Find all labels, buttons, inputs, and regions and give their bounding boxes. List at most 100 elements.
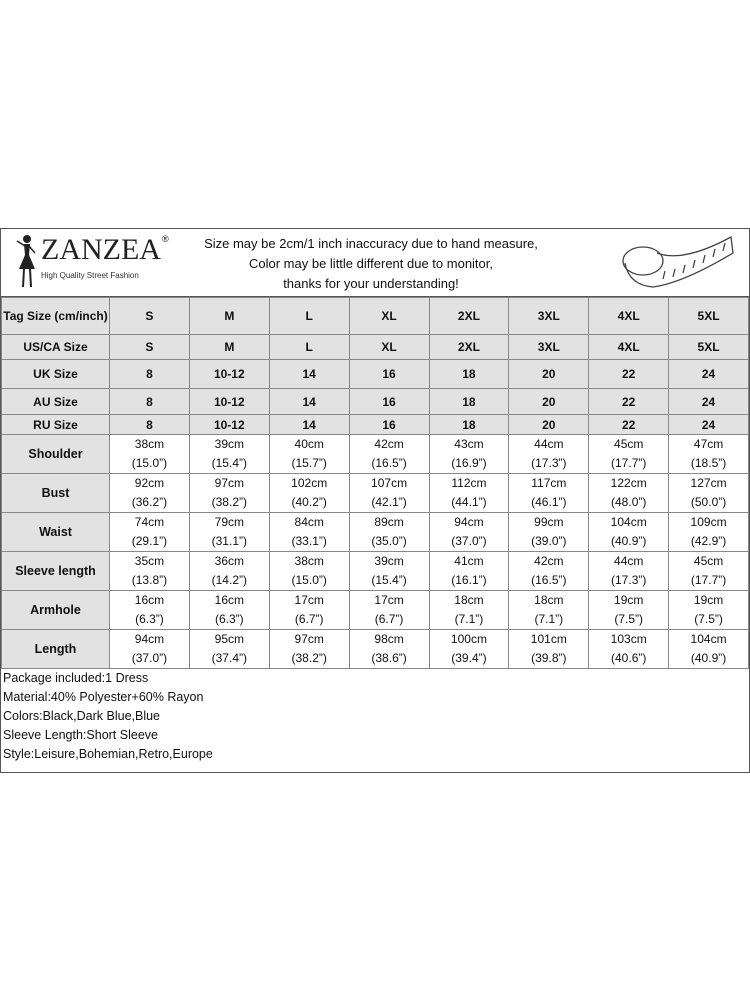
cm-value: 117cm <box>531 476 567 490</box>
measurement-cell: 97cm (38.2”) <box>268 629 350 669</box>
material-info: Material:40% Polyester+60% Rayon <box>3 690 204 704</box>
measurement-row: Armhole 16cm (6.3”) 16cm (6.3”) 17cm (6.7”) 17c… <box>1 590 749 630</box>
measurement-cell: 36cm (14.2”) <box>188 551 270 591</box>
chart-header: ZANZEA® High Quality Street Fashion Size… <box>1 229 749 297</box>
inch-value: (18.5”) <box>690 456 727 470</box>
measurement-cell: 38cm (15.0”) <box>109 434 190 474</box>
size-cell: 16 <box>348 388 430 415</box>
row-label: Sleeve length <box>1 551 110 591</box>
inch-value: (37.0”) <box>451 534 487 548</box>
size-cell: 10-12 <box>188 414 270 435</box>
inch-value: (13.8”) <box>131 573 168 587</box>
inch-value: (7.1”) <box>534 612 564 626</box>
size-cell: 5XL <box>668 297 749 335</box>
inch-value: (15.4”) <box>211 456 247 470</box>
inch-value: (16.9”) <box>451 456 487 470</box>
measurement-row: Length 94cm (37.0”) 95cm (37.4”) 97cm (38.2”) 9… <box>1 629 749 669</box>
brand-logo: ZANZEA® High Quality Street Fashion <box>15 233 175 293</box>
measurement-cell: 17cm (6.7”) <box>348 590 430 630</box>
cm-value: 18cm <box>454 593 484 607</box>
measurement-cell: 100cm (39.4”) <box>428 629 510 669</box>
size-cell: 14 <box>268 388 350 415</box>
inch-value: (15.0”) <box>291 573 327 587</box>
notice-line: thanks for your understanding! <box>283 276 459 291</box>
measurement-cell: 98cm (38.6”) <box>348 629 430 669</box>
cm-value: 42cm <box>374 437 404 451</box>
cm-value: 104cm <box>690 632 727 646</box>
size-cell: 8 <box>109 388 190 415</box>
sleeve-info: Sleeve Length:Short Sleeve <box>3 728 158 742</box>
measurement-cell: 19cm (7.5”) <box>668 590 749 630</box>
measurement-cell: 44cm (17.3”) <box>508 434 590 474</box>
size-row: RU Size 8 10-12 14 16 18 20 22 24 <box>1 414 749 435</box>
size-row: Tag Size (cm/inch) S M L XL 2XL 3XL 4XL 5XL <box>1 297 749 335</box>
size-cell: 18 <box>428 359 510 389</box>
row-label: Length <box>1 629 110 669</box>
registered-mark: ® <box>161 234 169 244</box>
size-cell: 2XL <box>428 297 510 335</box>
size-cell: 18 <box>428 414 510 435</box>
inch-value: (46.1”) <box>531 495 567 509</box>
size-cell: 22 <box>588 414 670 435</box>
cm-value: 40cm <box>294 437 324 451</box>
cm-value: 19cm <box>693 593 724 607</box>
inch-value: (16.5”) <box>531 573 567 587</box>
size-cell: 22 <box>588 388 670 415</box>
brand-tagline: High Quality Street Fashion <box>41 271 139 280</box>
measurement-cell: 101cm (39.8”) <box>508 629 590 669</box>
inch-value: (44.1”) <box>451 495 487 509</box>
measurement-cell: 35cm (13.8”) <box>109 551 190 591</box>
cm-value: 38cm <box>294 554 324 568</box>
inch-value: (39.0”) <box>531 534 567 548</box>
size-row: UK Size 8 10-12 14 16 18 20 22 24 <box>1 359 749 389</box>
measurement-cell: 94cm (37.0”) <box>109 629 190 669</box>
inch-value: (15.0”) <box>131 456 168 470</box>
inch-value: (39.4”) <box>451 651 487 665</box>
cm-value: 44cm <box>534 437 564 451</box>
cm-value: 109cm <box>690 515 727 529</box>
cm-value: 45cm <box>693 554 724 568</box>
measurement-cell: 127cm (50.0”) <box>668 473 749 513</box>
measurement-cell: 16cm (6.3”) <box>188 590 270 630</box>
measurement-cell: 107cm (42.1”) <box>348 473 430 513</box>
size-cell: M <box>188 334 270 360</box>
measurement-cell: 18cm (7.1”) <box>428 590 510 630</box>
size-notice: Size may be 2cm/1 inch inaccuracy due to… <box>181 234 561 294</box>
cm-value: 107cm <box>371 476 408 490</box>
measurement-cell: 94cm (37.0”) <box>428 512 510 552</box>
inch-value: (16.5”) <box>371 456 407 470</box>
size-cell: 20 <box>508 359 590 389</box>
inch-value: (15.7”) <box>291 456 327 470</box>
measurement-cell: 112cm (44.1”) <box>428 473 510 513</box>
measurement-cell: 95cm (37.4”) <box>188 629 270 669</box>
row-label: Armhole <box>1 590 110 630</box>
inch-value: (40.9”) <box>611 534 647 548</box>
measurement-cell: 104cm (40.9”) <box>668 629 749 669</box>
inch-value: (7.5”) <box>694 612 723 626</box>
size-cell: 4XL <box>588 297 670 335</box>
measurement-cell: 47cm (18.5”) <box>668 434 749 474</box>
cm-value: 39cm <box>214 437 244 451</box>
cm-value: 97cm <box>294 632 324 646</box>
inch-value: (17.3”) <box>531 456 567 470</box>
measurement-cell: 97cm (38.2”) <box>188 473 270 513</box>
woman-silhouette-icon <box>16 235 36 288</box>
inch-value: (7.5”) <box>614 612 644 626</box>
inch-value: (17.7”) <box>690 573 727 587</box>
measurement-row: Waist 74cm (29.1”) 79cm (31.1”) 84cm (33.1”) 89… <box>1 512 749 552</box>
cm-value: 97cm <box>214 476 244 490</box>
size-cell: 24 <box>668 414 749 435</box>
cm-value: 122cm <box>610 476 647 490</box>
brand-wordmark: ZANZEA® <box>41 233 169 267</box>
inch-value: (6.3”) <box>214 612 244 626</box>
measurement-cell: 17cm (6.7”) <box>268 590 350 630</box>
size-cell: S <box>109 334 190 360</box>
measurement-cell: 16cm (6.3”) <box>109 590 190 630</box>
measurement-cell: 104cm (40.9”) <box>588 512 670 552</box>
row-label: UK Size <box>1 359 110 389</box>
size-cell: 8 <box>109 359 190 389</box>
size-cell: 14 <box>268 414 350 435</box>
measurement-cell: 45cm (17.7”) <box>588 434 670 474</box>
size-cell: 2XL <box>428 334 510 360</box>
size-table: Tag Size (cm/inch) S M L XL 2XL 3XL 4XL 5XL US/CA… <box>1 297 749 669</box>
